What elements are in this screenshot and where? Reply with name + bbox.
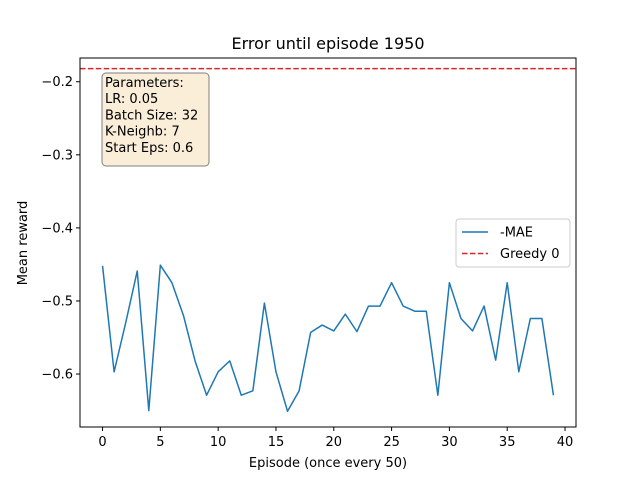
legend: -MAE Greedy 0: [455, 218, 571, 268]
parameters-line: K-Neighb: 7: [105, 125, 180, 140]
x-tick-label: 25: [383, 435, 400, 450]
axes: 0 5 10 15 20 25 30 35 40 −0.6 −0.5 −0.4 −0.3 −0.2: [41, 57, 577, 450]
parameters-line: Parameters:: [105, 76, 184, 91]
x-tick-label: 15: [268, 435, 285, 450]
x-tick-label: 10: [210, 435, 227, 450]
x-tick-label: 5: [156, 435, 164, 450]
x-tick-label: 30: [441, 435, 458, 450]
legend-label: -MAE: [500, 226, 533, 241]
x-tick-label: 20: [326, 435, 343, 450]
x-tick-label: 0: [98, 435, 106, 450]
x-tick-label: 40: [557, 435, 574, 450]
parameters-line: LR: 0.05: [105, 92, 158, 107]
parameters-box-bg: [101, 72, 210, 167]
plot-area: [80, 67, 576, 413]
parameters-line: Batch Size: 32: [105, 108, 198, 123]
legend-box: [455, 218, 571, 268]
y-tick-label: −0.5: [41, 294, 73, 309]
legend-label: Greedy 0: [500, 247, 559, 262]
x-tick-label: 35: [499, 435, 516, 450]
axes-frame: [79, 57, 577, 428]
parameters-line: Start Eps: 0.6: [105, 141, 193, 156]
y-tick-label: −0.2: [41, 75, 73, 90]
y-axis-label: Mean reward: [16, 201, 31, 286]
y-tick-label: −0.3: [41, 148, 73, 163]
y-tick-label: −0.4: [41, 221, 73, 236]
chart-title: Error until episode 1950: [232, 34, 425, 53]
y-tick-label: −0.6: [41, 368, 73, 383]
x-axis-label: Episode (once every 50): [249, 456, 407, 471]
series-mae-line: [101, 264, 555, 413]
